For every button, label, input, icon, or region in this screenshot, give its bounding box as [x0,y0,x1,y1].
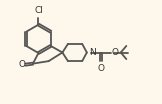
Text: O: O [97,64,104,73]
Text: Cl: Cl [34,6,43,15]
Text: O: O [19,60,26,69]
Text: N: N [89,48,95,57]
Text: O: O [111,48,118,57]
